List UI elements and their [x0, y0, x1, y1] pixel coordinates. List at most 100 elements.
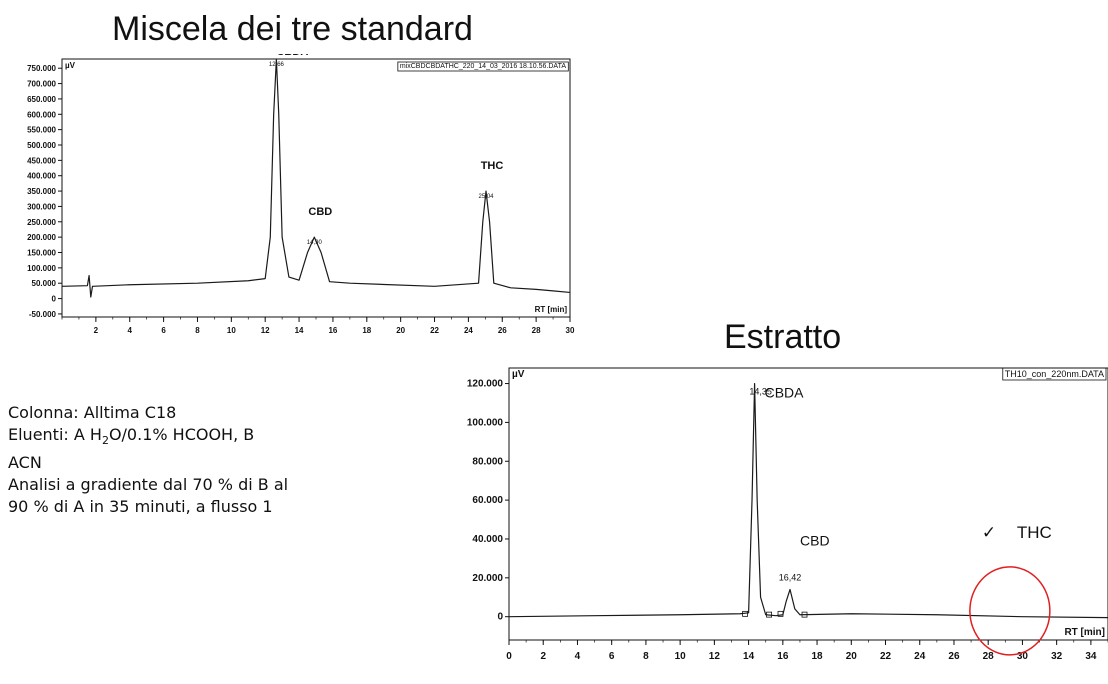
standard-x-tick-label: 18 [362, 326, 371, 335]
extract-trace [508, 382, 1108, 619]
method-flow: 90 % di A in 35 minuti, a flusso 1 [8, 497, 273, 517]
chromatogram-standard-svg: 750.000700.000650.000600.000550.000500.0… [27, 46, 575, 335]
extract-y-tick-label: 60.000 [472, 495, 503, 506]
standard-x-tick-label: 30 [566, 326, 575, 335]
extract-x-tick-label: 20 [846, 651, 858, 662]
extract-x-tick-label: 26 [948, 651, 960, 662]
standard-y-tick-label: 600.000 [27, 110, 56, 119]
extract-x-tick-label: 16 [777, 651, 789, 662]
standard-y-tick-label: 0 [52, 295, 57, 304]
extract-x-tick-label: 2 [540, 651, 546, 662]
extract-peak-name-cbd: CBD [800, 532, 830, 548]
extract-x-tick-label: 30 [1017, 651, 1029, 662]
standard-y-tick-label: 200.000 [27, 233, 56, 242]
extract-x-tick-label: 32 [1051, 651, 1063, 662]
standard-x-tick-label: 10 [227, 326, 236, 335]
standard-y-tick-label: 450.000 [27, 156, 56, 165]
extract-x-tick-label: 6 [609, 651, 615, 662]
extract-plot-frame [508, 367, 1108, 641]
extract-x-tick-label: 12 [709, 651, 721, 662]
extract-x-tick-label: 10 [675, 651, 687, 662]
standard-x-tick-label: 28 [532, 326, 541, 335]
standard-y-tick-label: 100.000 [27, 264, 56, 273]
chart-title-standard: Miscela dei tre standard [112, 10, 473, 48]
standard-y-unit: µV [65, 61, 76, 70]
extract-x-tick-label: 34 [1085, 651, 1097, 662]
method-eluents-acn: ACN [8, 453, 42, 473]
extract-x-tick-label: 28 [983, 651, 995, 662]
extract-x-tick-label: 4 [575, 651, 581, 662]
method-eluents-b: O/0.1% HCOOH, B [108, 425, 255, 444]
standard-y-tick-label: 500.000 [27, 141, 56, 150]
standard-peak-rt-thc: 25,04 [479, 194, 495, 200]
standard-x-tick-label: 12 [261, 326, 270, 335]
extract-peak-rt-cbd: 16,42 [779, 572, 802, 582]
standard-file-label: mixCBDCBDATHC_220_14_03_2016 18.10.56.DA… [400, 63, 566, 70]
standard-x-tick-label: 6 [161, 326, 166, 335]
extract-thc-region-circle [969, 566, 1051, 656]
standard-x-tick-label: 4 [128, 326, 133, 335]
extract-x-tick-label: 24 [914, 651, 926, 662]
standard-x-tick-label: 20 [396, 326, 405, 335]
extract-y-tick-label: 0 [497, 612, 503, 623]
extract-y-tick-label: 40.000 [472, 534, 503, 545]
standard-y-tick-label: 150.000 [27, 249, 56, 258]
standard-y-tick-label: 750.000 [27, 64, 56, 73]
extract-y-tick-label: 120.000 [467, 379, 504, 390]
extract-thc-check-icon: ✓ [982, 523, 996, 542]
standard-y-tick-label: 350.000 [27, 187, 56, 196]
standard-x-tick-label: 14 [295, 326, 304, 335]
method-eluents-a: Eluenti: A H [8, 425, 102, 444]
extract-peak-end-marker-cbda [766, 611, 772, 618]
chromatogram-extract-svg: 120.000 100.000 80.000 60.000 40.000 20.000 0 0… [467, 367, 1108, 662]
standard-y-tick-label: 300.000 [27, 202, 56, 211]
standard-y-tick-label: -50.000 [29, 310, 57, 319]
standard-x-unit: RT [min] [535, 305, 568, 314]
standard-x-tick-label: 24 [464, 326, 473, 335]
chromatogram-extract: 120.000 100.000 80.000 60.000 40.000 20.000 0 0… [465, 362, 1108, 679]
extract-peak-end-marker-cbd [801, 611, 808, 618]
extract-y-tick-label: 20.000 [472, 573, 503, 584]
standard-y-tick-label: 550.000 [27, 126, 56, 135]
extract-x-tick-label: 0 [506, 651, 512, 662]
standard-x-tick-label: 8 [195, 326, 200, 335]
standard-peak-name-cbd: CBD [308, 206, 332, 218]
standard-y-tick-label: 400.000 [27, 172, 56, 181]
standard-peak-rt-cbda: 12,66 [269, 62, 285, 68]
standard-peak-name-cbda: CBDA [276, 54, 308, 58]
extract-x-tick-label: 14 [743, 651, 755, 662]
chromatogram-standard: 750.000 700.000 650.000 600.000 550.000 500.0… [20, 46, 580, 344]
extract-x-tick-label: 22 [880, 651, 892, 662]
standard-x-tick-label: 16 [328, 326, 337, 335]
standard-file-label-box [397, 61, 569, 72]
extract-y-tick-label: 100.000 [467, 417, 504, 428]
extract-peak-start-marker-cbd [777, 610, 784, 617]
standard-x-tick-label: 2 [94, 326, 99, 335]
standard-y-tick-label: 250.000 [27, 218, 56, 227]
extract-peak-rt-cbda: 14,35 [749, 387, 772, 397]
standard-y-tick-label: 700.000 [27, 80, 56, 89]
chart-title-extract: Estratto [724, 318, 842, 356]
extract-x-unit: RT [min] [1064, 627, 1105, 638]
method-gradient: Analisi a gradiente dal 70 % di B al [8, 475, 289, 495]
standard-peak-rt-cbd: 14,90 [307, 240, 323, 246]
extract-peak-start-marker-cbda [742, 610, 748, 617]
extract-y-tick-label: 80.000 [472, 456, 503, 467]
extract-file-label-box [1002, 367, 1107, 381]
method-eluents-subscript: 2 [101, 434, 109, 448]
standard-peak-name-thc: THC [481, 160, 504, 172]
extract-y-unit: µV [512, 369, 525, 380]
standard-x-tick-label: 26 [498, 326, 507, 335]
method-eluents: Eluenti: A H2O/0.1% HCOOH, B [8, 424, 353, 452]
standard-y-tick-label: 650.000 [27, 95, 56, 104]
extract-file-label: TH10_con_220nm.DATA [1005, 369, 1104, 379]
extract-x-tick-label: 8 [643, 651, 649, 662]
standard-x-tick-label: 22 [430, 326, 439, 335]
method-column: Colonna: Alltima C18 [8, 403, 177, 422]
standard-trace [61, 58, 571, 298]
extract-thc-label: THC [1017, 523, 1052, 542]
extract-x-tick-label: 18 [811, 651, 823, 662]
method-description: Colonna: Alltima C18 Eluenti: A H2O/0.1%… [8, 402, 353, 518]
standard-y-tick-label: 50.000 [32, 279, 57, 288]
extract-peak-name-cbda: CBDA [765, 385, 805, 401]
